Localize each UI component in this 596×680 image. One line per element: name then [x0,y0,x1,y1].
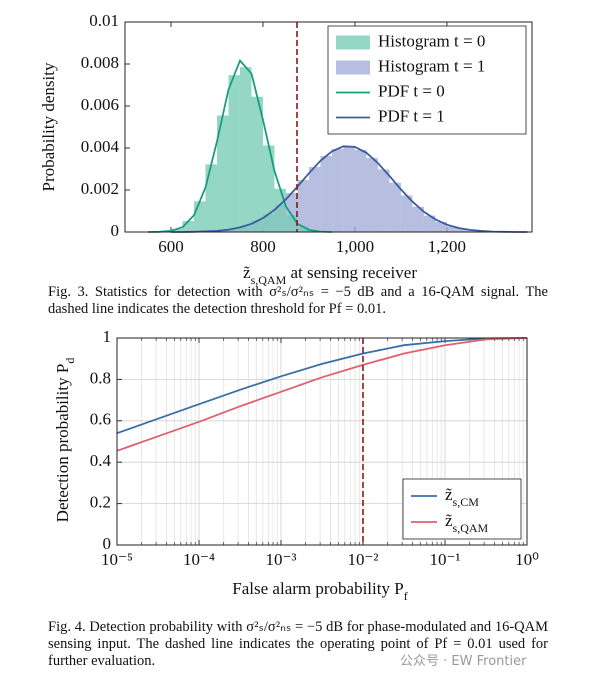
y-axis-label-part: Detection probability [53,373,72,522]
x-tick-label: 10⁻⁴ [183,550,215,569]
histogram-bar [423,215,436,232]
x-tick-label: 1,000 [336,237,374,256]
y-tick-label: 0.002 [81,179,119,198]
histogram-bar [228,75,240,232]
y-tick-label: 0.01 [89,11,119,30]
x-tick-label: 10⁻¹ [429,550,460,569]
line [171,145,528,233]
histogram-bar [297,226,309,232]
legend-label: PDF t = 0 [378,81,445,100]
x-axis-label-part: z̃ [243,263,251,282]
caption: Fig. 3. Statistics for detection with σ²… [48,284,548,317]
histogram-bar [446,226,459,232]
line [116,337,528,452]
line [147,58,332,233]
legend-label-part: z̃ [445,485,453,504]
legend-label: z̃s,QAM [445,511,489,535]
x-axis-label-part: P [394,579,403,598]
y-axis-label-part: d [63,358,77,364]
x-tick-label: 1,200 [428,237,466,256]
legend-label: Histogram t = 0 [378,31,485,50]
histogram-bar [251,96,263,232]
legend-label-part: s,QAM [453,521,489,535]
line [116,337,528,435]
y-tick-label: 0.006 [81,95,119,114]
plot-frame [116,337,528,546]
x-axis-label-part: False alarm probability [232,579,394,598]
y-axis-label-part: P [53,364,72,373]
caption: Fig. 4. Detection probability with σ²ₛ/σ… [48,619,548,669]
watermark: 公众号 · EW Frontier [400,654,527,669]
x-axis-label-part: f [404,589,408,603]
x-axis-label-part: at sensing receiver [286,263,417,282]
x-axis-label: False alarm probability Pf [232,579,407,603]
y-axis-label: Detection probability Pd [53,358,77,523]
legend-swatch [336,60,370,75]
histogram-bar [193,201,206,232]
histogram-bar [389,182,401,232]
x-tick-label: 10⁻³ [265,550,296,569]
histogram-bar [262,145,275,232]
y-tick-label: 0.4 [90,451,112,470]
x-tick-label: 800 [250,237,276,256]
legend-label: PDF t = 1 [378,106,445,125]
histogram-bar [239,67,252,233]
y-tick-label: 0.004 [81,137,120,156]
y-tick-label: 0.2 [90,493,111,512]
legend-label-part: z̃ [445,511,453,530]
histogram-bar [182,221,194,232]
x-tick-label: 600 [158,237,184,256]
y-tick-label: 0.6 [90,410,111,429]
histogram-bar [435,221,447,232]
legend-swatch [336,35,370,50]
x-axis-label-part: s,QAM [251,273,287,287]
histogram-bar [412,206,424,232]
x-tick-label: 10⁻² [347,550,378,569]
x-axis-label: z̃s,QAM at sensing receiver [243,263,417,287]
histogram-bar [400,195,413,232]
histogram-bar [331,148,344,232]
histogram-bar [458,228,470,232]
legend-label: z̃s,CM [445,485,479,509]
plot-frame [124,21,533,233]
histogram-bar [170,229,183,232]
x-tick-label: 10⁰ [515,550,539,569]
histogram-bar [354,149,367,232]
histogram-bar [297,179,309,232]
histogram-bar [377,169,390,232]
histogram-bar [285,192,298,232]
y-tick-label: 0.8 [90,368,111,387]
y-tick-label: 0.008 [81,53,119,72]
x-tick-label: 10⁻⁵ [101,550,133,569]
histogram-bar [343,146,355,232]
y-axis-label: Probability density [39,62,58,191]
y-tick-label: 0 [111,221,120,240]
histogram-bar [274,188,286,232]
legend-label-part: s,CM [453,495,480,509]
legend-label: Histogram t = 1 [378,56,485,75]
histogram-bar [308,166,321,232]
histogram-bar [366,157,378,232]
histogram-bar [205,164,217,232]
histogram-bar [216,115,229,232]
histogram-bar [320,155,332,232]
legend-box [402,478,522,540]
histogram-bar [285,215,298,232]
y-tick-label: 1 [103,327,112,346]
y-tick-label: 0 [103,534,112,553]
